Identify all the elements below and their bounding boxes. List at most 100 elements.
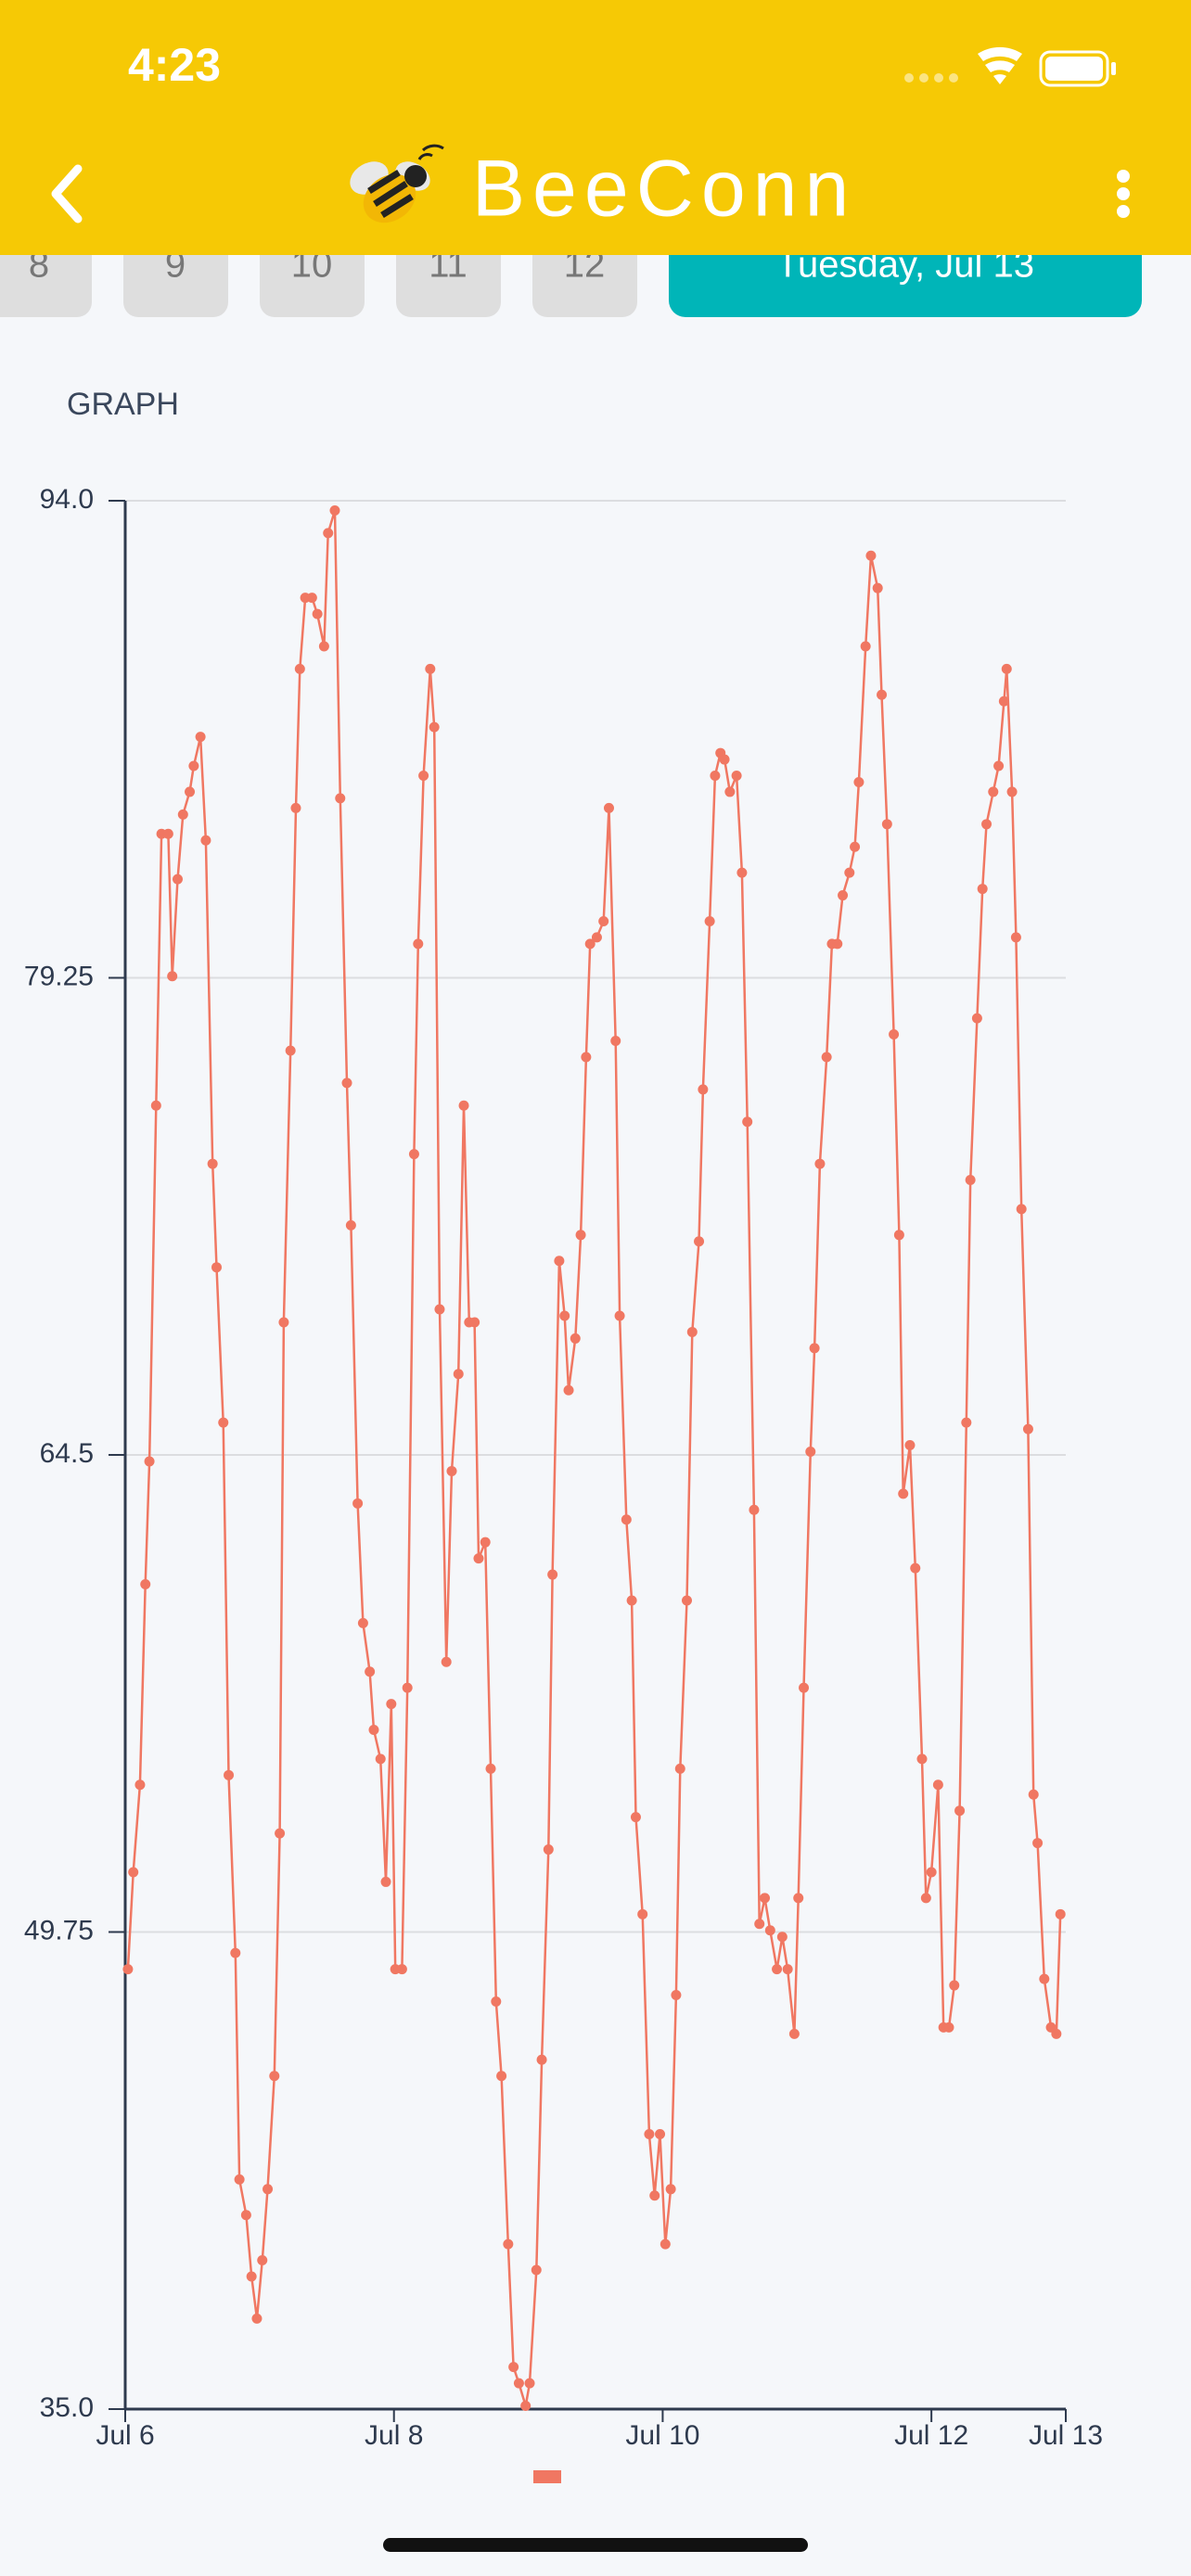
- data-point: [195, 732, 206, 743]
- menu-button[interactable]: [1117, 170, 1130, 218]
- data-point: [694, 1236, 705, 1247]
- data-point: [764, 1925, 775, 1936]
- data-point: [805, 1447, 816, 1458]
- data-point: [860, 641, 871, 652]
- x-tick-label: Jul 6: [96, 2420, 154, 2451]
- data-point: [294, 663, 305, 674]
- data-point: [413, 938, 424, 950]
- data-point: [200, 835, 211, 846]
- data-point: [719, 754, 730, 765]
- data-point: [185, 786, 196, 797]
- data-point: [329, 504, 340, 516]
- data-point: [977, 884, 988, 895]
- data-point: [458, 1100, 469, 1111]
- data-point: [698, 1084, 709, 1095]
- data-point: [251, 2313, 263, 2324]
- data-point: [603, 802, 614, 813]
- data-point: [799, 1682, 810, 1693]
- data-point: [122, 1964, 134, 1975]
- data-point: [904, 1440, 916, 1451]
- data-point: [682, 1595, 693, 1606]
- data-point: [290, 802, 301, 813]
- y-tick-label: 64.5: [40, 1438, 94, 1469]
- data-point: [637, 1908, 648, 1919]
- data-point: [318, 641, 329, 652]
- data-point: [306, 593, 317, 604]
- data-point: [257, 2255, 268, 2266]
- data-point: [335, 793, 346, 804]
- data-point: [838, 890, 849, 901]
- data-point: [971, 1013, 982, 1024]
- data-point: [365, 1666, 376, 1677]
- y-tick-label: 35.0: [40, 2392, 94, 2423]
- data-point: [418, 770, 429, 781]
- data-point: [402, 1682, 413, 1693]
- data-point: [782, 1964, 793, 1975]
- data-point: [162, 828, 173, 839]
- data-point: [172, 874, 183, 885]
- data-point: [134, 1779, 146, 1791]
- data-point: [543, 1844, 554, 1855]
- data-point: [1010, 932, 1021, 943]
- data-point: [408, 1149, 419, 1160]
- data-point: [961, 1417, 972, 1428]
- data-point: [368, 1724, 379, 1735]
- data-point: [865, 550, 877, 561]
- data-point: [520, 2401, 531, 2412]
- data-point: [563, 1384, 574, 1396]
- data-point: [531, 2264, 542, 2276]
- home-indicator: [383, 2538, 808, 2552]
- data-point: [898, 1488, 909, 1499]
- data-point: [224, 1769, 235, 1780]
- data-point: [850, 841, 861, 852]
- data-point: [893, 1230, 904, 1241]
- data-point: [731, 770, 742, 781]
- data-point: [832, 938, 843, 950]
- data-point: [536, 2054, 547, 2065]
- data-point: [910, 1562, 921, 1574]
- data-point: [926, 1867, 937, 1878]
- data-point: [809, 1343, 820, 1354]
- data-point: [754, 1919, 765, 1930]
- data-point: [207, 1158, 218, 1169]
- data-point: [278, 1317, 289, 1328]
- data-point: [218, 1417, 229, 1428]
- data-point: [491, 1996, 502, 2007]
- data-point: [496, 2071, 507, 2082]
- data-point: [954, 1805, 966, 1817]
- legend-swatch: [533, 2470, 561, 2483]
- data-point: [920, 1893, 931, 1904]
- data-point: [655, 2129, 666, 2140]
- data-point: [144, 1456, 155, 1467]
- data-point: [429, 721, 440, 733]
- back-button[interactable]: [51, 164, 83, 223]
- data-point: [323, 528, 334, 539]
- data-point: [965, 1175, 976, 1186]
- data-point: [263, 2184, 274, 2195]
- data-point: [674, 1763, 685, 1774]
- data-point: [581, 1052, 592, 1063]
- data-point: [793, 1893, 804, 1904]
- data-point: [380, 1876, 391, 1887]
- data-point: [626, 1595, 637, 1606]
- x-tick-label: Jul 13: [1029, 2420, 1103, 2451]
- data-point: [724, 786, 736, 797]
- data-point: [981, 819, 992, 830]
- data-point: [649, 2190, 660, 2201]
- data-point: [988, 786, 999, 797]
- data-point: [128, 1867, 139, 1878]
- x-tick-label: Jul 8: [365, 2420, 423, 2451]
- data-point: [630, 1812, 641, 1823]
- data-point: [547, 1569, 558, 1580]
- data-point: [425, 663, 436, 674]
- data-point: [434, 1304, 445, 1315]
- data-point: [1022, 1423, 1033, 1435]
- data-point: [943, 2021, 954, 2033]
- data-point: [1051, 2028, 1062, 2039]
- data-point: [386, 1699, 397, 1710]
- data-point: [704, 915, 715, 926]
- data-point: [188, 760, 199, 772]
- section-title: GRAPH: [67, 387, 179, 422]
- data-point: [285, 1045, 296, 1056]
